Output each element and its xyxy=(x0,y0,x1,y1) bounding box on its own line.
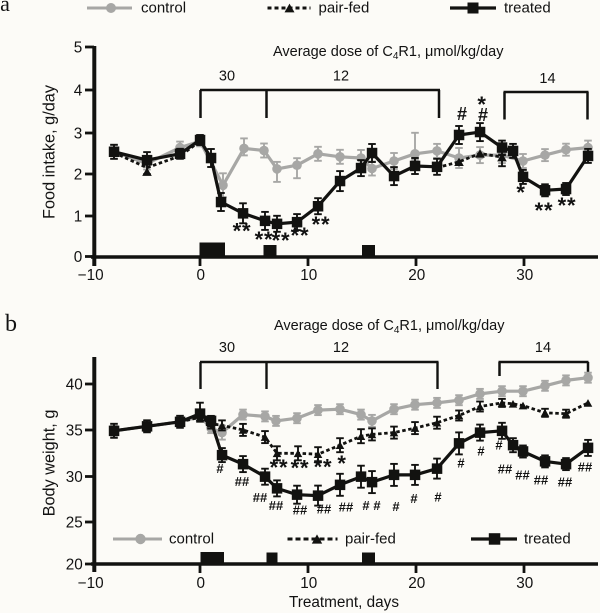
svg-text:1: 1 xyxy=(74,208,83,225)
svg-text:*: * xyxy=(477,92,486,117)
svg-text:30: 30 xyxy=(219,69,235,85)
svg-text:#: # xyxy=(373,498,381,513)
svg-text:**: ** xyxy=(314,454,333,479)
svg-text:30: 30 xyxy=(219,340,235,356)
svg-text:pair-fed: pair-fed xyxy=(345,531,396,548)
svg-text:**: ** xyxy=(270,455,289,480)
svg-text:#: # xyxy=(457,456,465,471)
svg-text:20: 20 xyxy=(66,556,83,573)
svg-text:Average dose of C4R1, μmol/kg/: Average dose of C4R1, μmol/kg/day xyxy=(273,44,504,62)
svg-text:**: ** xyxy=(255,227,274,252)
svg-text:##: ## xyxy=(558,475,573,490)
svg-text:pair-fed: pair-fed xyxy=(319,0,370,17)
svg-text:**: ** xyxy=(291,455,310,480)
svg-text:control: control xyxy=(141,0,186,17)
svg-text:−10: −10 xyxy=(78,267,104,284)
svg-text:**: ** xyxy=(535,198,554,223)
svg-text:10: 10 xyxy=(300,575,317,592)
svg-text:#: # xyxy=(216,461,224,476)
svg-text:5: 5 xyxy=(74,39,83,56)
svg-text:2: 2 xyxy=(74,166,83,183)
svg-text:#: # xyxy=(434,490,442,505)
svg-text:10: 10 xyxy=(300,267,317,284)
svg-text:#: # xyxy=(410,491,418,506)
svg-text:#: # xyxy=(457,104,467,124)
svg-text:#: # xyxy=(478,105,488,125)
svg-text:3: 3 xyxy=(74,125,83,142)
svg-text:#: # xyxy=(362,498,370,513)
svg-text:##: ## xyxy=(339,500,354,515)
svg-text:##: ## xyxy=(515,468,530,483)
svg-text:12: 12 xyxy=(333,69,349,85)
svg-text:35: 35 xyxy=(66,422,83,439)
svg-text:##: ## xyxy=(293,503,308,518)
svg-text:0: 0 xyxy=(74,249,83,266)
svg-text:40: 40 xyxy=(66,376,83,393)
svg-text:##: ## xyxy=(498,462,513,477)
svg-text:*: * xyxy=(337,451,346,476)
svg-text:Food intake, g/day: Food intake, g/day xyxy=(40,84,58,219)
svg-text:30: 30 xyxy=(516,267,533,284)
svg-text:#: # xyxy=(477,444,485,459)
svg-text:**: ** xyxy=(312,212,331,237)
svg-text:−10: −10 xyxy=(78,575,104,592)
svg-text:*: * xyxy=(516,180,525,205)
svg-text:b: b xyxy=(5,311,17,337)
svg-text:30: 30 xyxy=(516,575,533,592)
svg-text:**: ** xyxy=(272,228,291,253)
svg-text:treated: treated xyxy=(524,531,571,548)
svg-text:30: 30 xyxy=(66,469,83,486)
svg-text:**: ** xyxy=(558,193,577,218)
svg-text:**: ** xyxy=(233,218,252,243)
svg-text:##: ## xyxy=(235,474,250,489)
svg-text:20: 20 xyxy=(408,267,425,284)
svg-text:4: 4 xyxy=(74,82,83,99)
svg-text:##: ## xyxy=(317,502,332,517)
svg-text:#: # xyxy=(392,499,400,514)
svg-text:#: # xyxy=(495,438,503,453)
svg-text:14: 14 xyxy=(535,340,551,356)
svg-text:##: ## xyxy=(269,498,284,513)
svg-text:##: ## xyxy=(253,490,268,505)
svg-text:**: ** xyxy=(291,223,310,248)
svg-text:12: 12 xyxy=(333,340,349,356)
svg-text:##: ## xyxy=(578,460,593,475)
svg-text:##: ## xyxy=(534,473,549,488)
svg-text:control: control xyxy=(169,531,214,548)
svg-text:20: 20 xyxy=(408,575,425,592)
svg-text:Body weight, g: Body weight, g xyxy=(40,410,58,517)
svg-text:Treatment, days: Treatment, days xyxy=(289,594,399,611)
svg-text:Average dose of C4R1, μmol/kg/: Average dose of C4R1, μmol/kg/day xyxy=(274,318,505,336)
svg-text:14: 14 xyxy=(539,71,555,87)
svg-text:25: 25 xyxy=(66,514,83,531)
svg-text:a: a xyxy=(0,0,10,16)
svg-text:0: 0 xyxy=(196,575,205,592)
svg-text:treated: treated xyxy=(504,0,551,17)
svg-text:0: 0 xyxy=(196,267,205,284)
